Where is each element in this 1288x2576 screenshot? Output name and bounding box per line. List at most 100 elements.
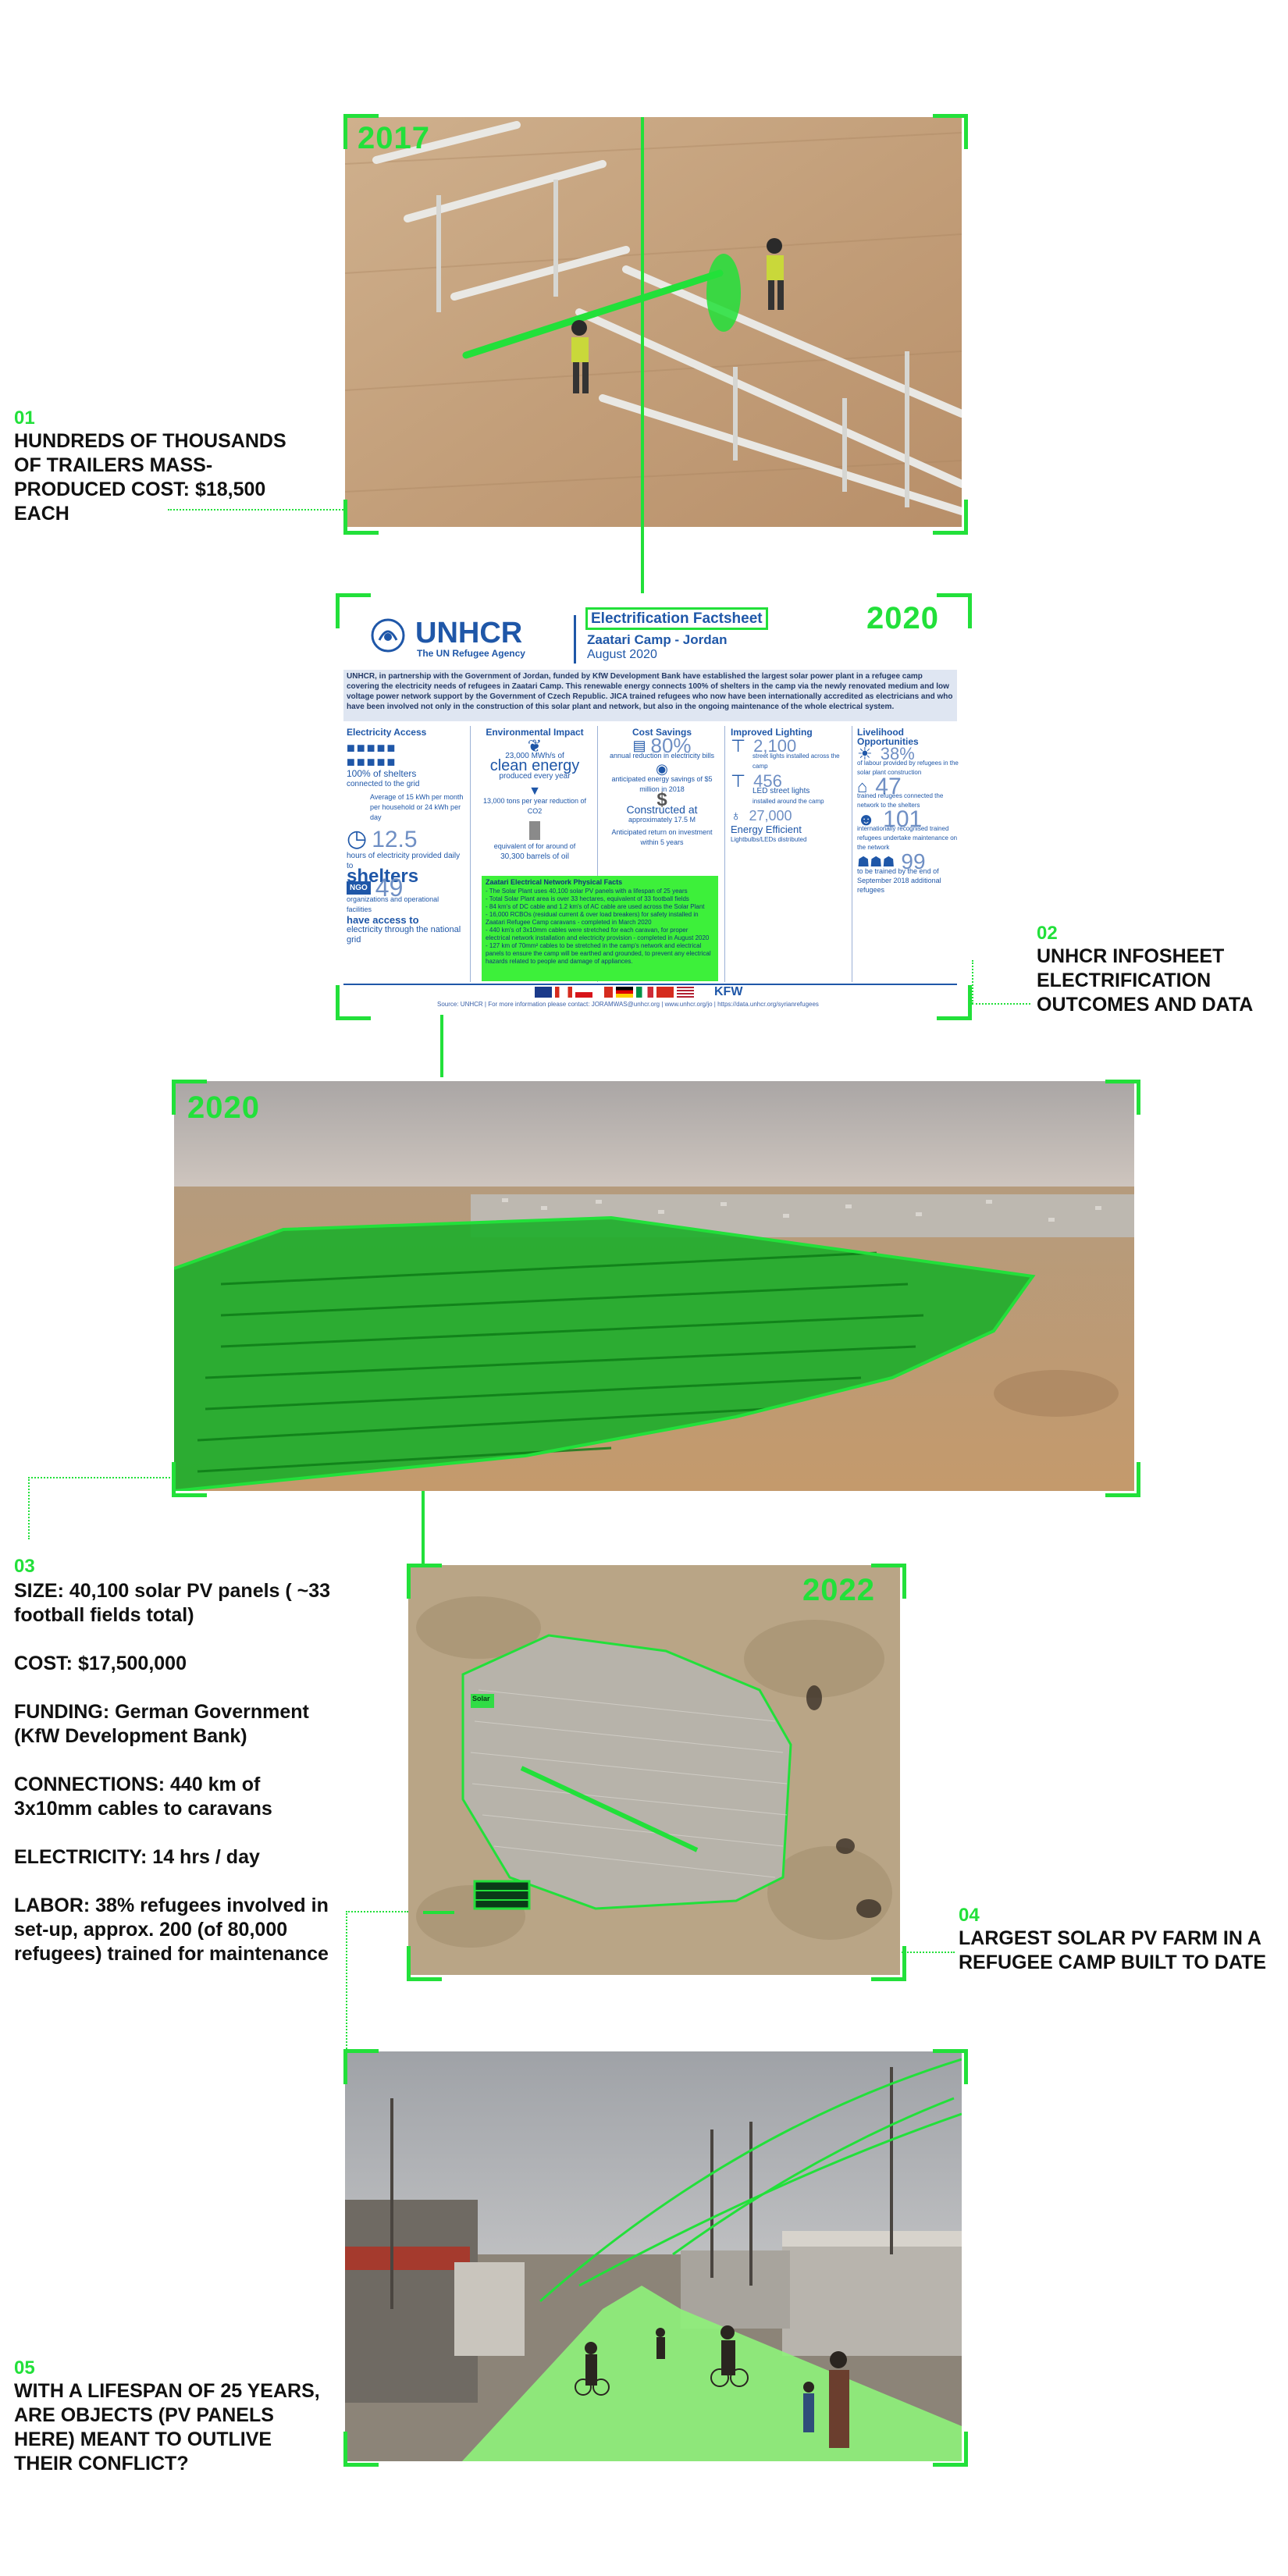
frame-corner [871,1564,906,1599]
connector-line [440,1015,443,1077]
flag-icon [636,987,653,998]
connector-dotted [168,509,343,511]
connector-dotted [346,1911,408,1912]
ngo-icon: NGO [347,881,371,895]
frame-corner [343,2049,379,2084]
unhcr-logo-icon [367,618,409,653]
unhcr-logo-sub: The UN Refugee Agency [417,648,525,659]
solar-icon: ☀ [857,744,873,763]
bulb-icon: ♁ [731,808,742,824]
sheet-subtitle: Zaatari Camp - Jordan [587,632,728,647]
column-divider [724,726,725,982]
fact-electricity: ELECTRICITY: 14 hrs / day [14,1846,260,1868]
frame-corner [937,985,972,1020]
kfw-logo: KFW [714,985,743,998]
caption-number: 02 [1037,923,1058,944]
year-label: 2020 [187,1091,260,1125]
bill-icon: ▤ [632,738,646,753]
facts-line: - 127 km of 70mm² cables to be stretched… [486,942,711,965]
oil-barrel-icon [529,821,540,840]
people-icon: ☗☗☗ [857,854,895,870]
sheet-date: August 2020 [587,648,657,661]
frame-corner [407,1564,442,1599]
caption-02: UNHCR INFOSHEET ELECTRIFICATION OUTCOMES… [1037,945,1254,1016]
fact-funding: FUNDING: German Government (KfW Developm… [14,1701,309,1747]
facts-box: Zaatari Electrical Network Physical Fact… [482,876,718,981]
facts-line: - 16,000 RCBOs (residual current & over … [486,911,699,926]
frame-corner [933,114,968,149]
solar-map-label: Solar [472,1695,490,1703]
year-label: 2017 [358,121,430,155]
col-title: Environmental Impact [486,727,584,738]
flag-icon [535,987,552,998]
unhcr-logo-text: UNHCR [415,617,523,649]
worker-icon: ☻ [857,809,876,829]
year-label: 2022 [802,1573,875,1607]
frame-corner [343,500,379,535]
photo-street-scene [345,2051,962,2461]
flag-icon [616,987,633,998]
flag-icon [575,987,592,998]
frame-corner [1105,1080,1140,1115]
caption-03-facts: SIZE: 40,100 solar PV panels ( ~33 footb… [14,1579,334,1991]
col-title: Electricity Access [347,727,427,738]
col-light: Improved Lighting ⊤ 2,100 street lights … [731,728,848,845]
sheet-intro: UNHCR, in partnership with the Governmen… [343,670,957,721]
connector-line [422,1491,425,1565]
col-livelihood: Livelihood Opportunities ☀ 38% of labour… [857,728,966,895]
facts-line: - 84 km's of DC cable and 1.2 km's of AC… [486,903,705,910]
flag-icon [596,987,613,998]
fact-connections: CONNECTIONS: 440 km of 3x10mm cables to … [14,1774,272,1820]
frame-corner [343,2432,379,2467]
header-divider [574,615,576,664]
facts-line: - Total Solar Plant area is over 33 hect… [486,895,689,902]
network-icon: ⌂ [857,777,868,796]
liv-row-1: ☀ 38% [857,744,915,763]
clock-icon: ◷ [347,826,368,852]
pct-row: ▤ 80% [632,734,692,757]
connector-dotted [28,1477,30,1539]
col-title: Cost Savings [632,727,692,738]
col-env: Environmental Impact ❦ 23,000 MWh/s of c… [476,728,593,862]
leaf-icon: ❦ [527,736,543,756]
clock-row: ◷ 12.5 [347,826,418,852]
caption-05: WITH A LIFESPAN OF 25 YEARS, ARE OBJECTS… [14,2380,320,2475]
frame-corner [937,593,972,628]
light-row: ⊤ 2,100 [731,736,797,756]
facts-lines: - The Solar Plant uses 40,100 solar PV p… [486,888,714,966]
frame-corner [343,114,379,149]
connector-dotted [902,1952,955,1953]
facts-line: - 440 km's of 3x10mm cables were stretch… [486,927,710,941]
facts-line: - The Solar Plant uses 40,100 solar PV p… [486,888,688,895]
fact-cost: COST: $17,500,000 [14,1653,187,1674]
column-divider [470,726,471,982]
unhcr-infosheet: UNHCR The UN Refugee Agency Electrificat… [336,593,968,1015]
connector-line [641,117,644,617]
frame-corner [336,985,371,1020]
col-cost: Cost Savings ▤ 80% annual reduction in e… [603,728,720,848]
photo-2017-construction [345,117,962,527]
connector-line [423,1911,454,1914]
fact-labor: LABOR: 38% refugees involved in set-up, … [14,1895,329,1965]
frame-corner [172,1462,207,1497]
flag-icon [656,987,674,998]
led-row: ⊤ 456 [731,771,782,791]
connector-dotted [346,1911,347,2051]
energy-icon: ◉ [656,761,668,777]
frame-corner [933,2432,968,2467]
sheet-title: Electrification Factsheet [585,607,768,630]
caption-number: 01 [14,407,35,429]
flag-row [535,987,694,998]
connector-dotted [972,1003,1030,1005]
liv-row-3: ☻ 101 [857,806,923,832]
co2-icon: ▼ [528,785,541,798]
frame-corner [1105,1462,1140,1497]
frame-corner [407,1946,442,1981]
frame-corner [871,1946,906,1981]
frame-corner [172,1080,207,1115]
col-title: Livelihood Opportunities [857,727,919,747]
led-icon: ⊤ [731,771,746,791]
frame-corner [933,500,968,535]
liv-row-2: ⌂ 47 [857,774,902,799]
streetlight-icon: ⊤ [731,736,746,756]
